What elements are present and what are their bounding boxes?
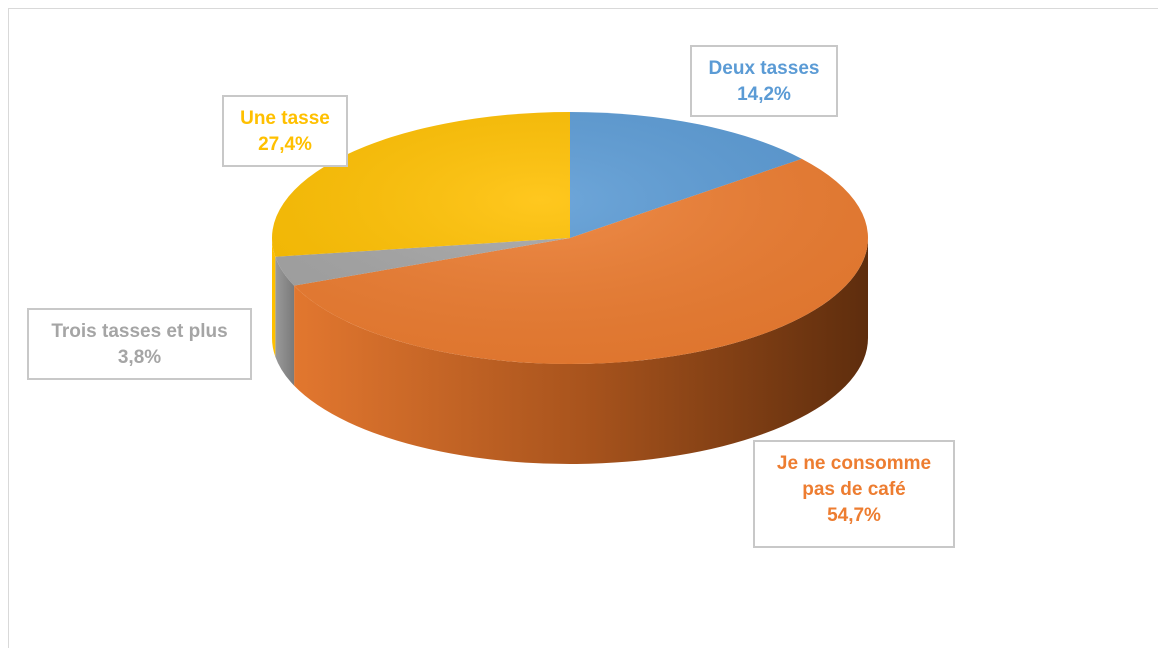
data-label-name: Je ne consomme <box>776 453 932 474</box>
data-label-1: Je ne consomme pas de café 54,7% <box>753 440 955 548</box>
data-label-0: Deux tasses 14,2% <box>690 45 838 117</box>
data-label-value: 3,8% <box>117 347 162 368</box>
pie-side-2 <box>275 256 295 386</box>
pie-side-1 <box>294 238 868 465</box>
data-label-value: 54,7% <box>827 505 881 526</box>
pie-side-3 <box>272 238 276 357</box>
pie-top-sheen <box>272 112 868 364</box>
data-label-name: Trois tasses et plus <box>51 321 228 342</box>
data-label-3: Une tasse 27,4% <box>222 95 348 167</box>
data-label-value: 14,2% <box>737 84 791 105</box>
pie-tops <box>272 112 868 364</box>
data-label-name: Une tasse <box>240 108 330 129</box>
data-label-value: 27,4% <box>258 134 312 155</box>
data-label-name: pas de café <box>802 479 906 500</box>
pie-sides <box>272 238 868 465</box>
data-label-2: Trois tasses et plus 3,8% <box>27 308 252 380</box>
data-label-name: Deux tasses <box>708 58 820 79</box>
chart-frame <box>8 8 1158 648</box>
